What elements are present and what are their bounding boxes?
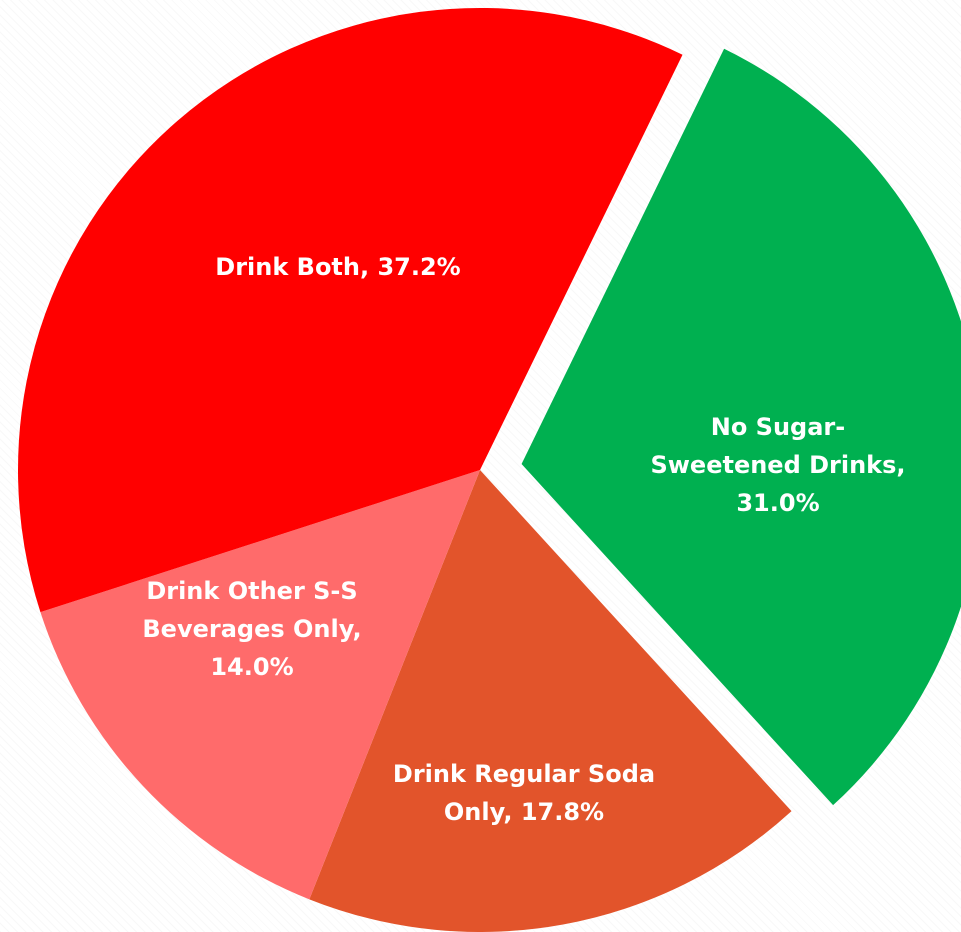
data-label-drink-both: Drink Both, 37.2% <box>215 253 460 281</box>
pie-slice-drink-other-s-s-beverages-only <box>40 470 480 900</box>
data-label-drink-other-s-s-beverages-only: Drink Other S-S Beverages Only, 14.0% <box>142 577 361 681</box>
pie-slice-drink-both <box>17 8 683 613</box>
pie-labels: No Sugar-Sweetened Drinks, 31.0% Drink Reg… <box>142 253 905 826</box>
data-label-drink-regular-soda-only: Drink Regular Soda Only, 17.8% <box>393 760 655 826</box>
pie-slices <box>17 8 961 932</box>
pie-slice-no-sugar-sweetened-drinks <box>521 48 961 806</box>
pie-slice-drink-regular-soda-only <box>309 470 792 932</box>
data-label-no-sugar-sweetened-drinks: No Sugar-Sweetened Drinks, 31.0% <box>650 413 905 517</box>
